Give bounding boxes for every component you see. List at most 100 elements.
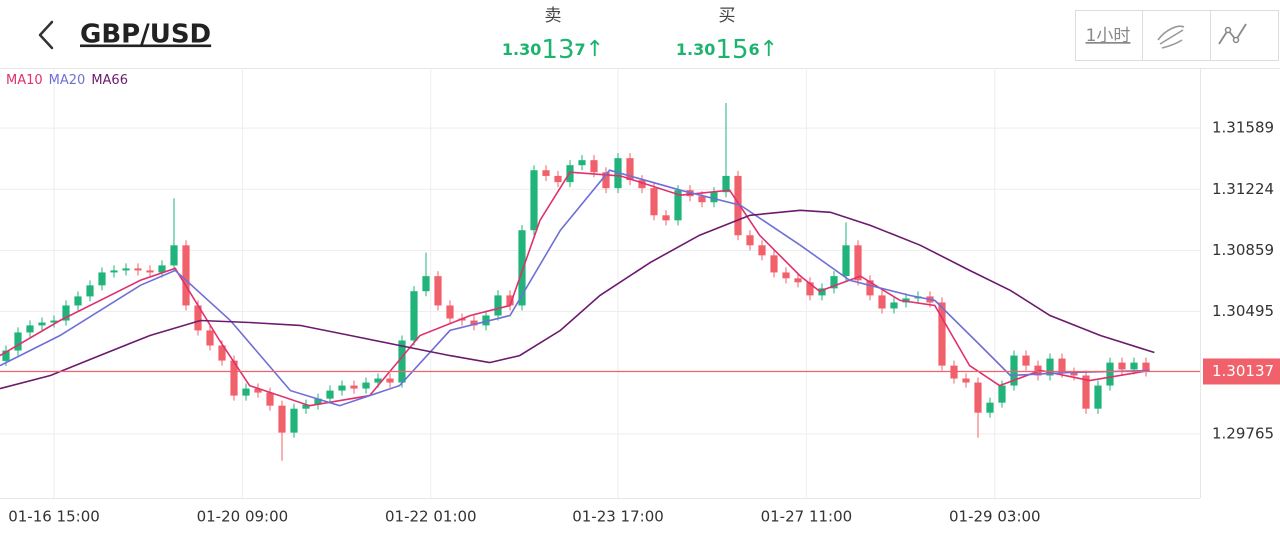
price-arrow: ↑ [760,37,778,62]
sell-label: 卖 [545,6,562,26]
price-part: 15 [715,35,748,65]
indicator-button[interactable] [1218,23,1247,45]
candle-body [554,175,562,183]
candle-body [650,188,658,216]
draw-tool-button[interactable] [1157,25,1185,49]
candle-body [998,385,1006,403]
candle-body [1142,362,1150,372]
candle-body [1082,375,1090,409]
candle-body [842,245,850,277]
price-part: 1.30 [502,40,541,59]
indicator-icon-dot [1232,36,1240,44]
candle-body [890,302,898,309]
interval-button[interactable]: 1小时 [1086,26,1131,46]
candle-body [962,378,970,383]
candle-body [74,296,82,306]
candle-body [1046,358,1054,376]
candle-body [38,322,46,326]
candle-body [326,390,334,399]
price-part: 13 [541,35,574,65]
x-tick-label: 01-23 17:00 [572,508,664,526]
candle-body [254,388,262,393]
buy-price[interactable]: 1.30156↑ [676,35,778,65]
buy-label: 买 [719,6,736,26]
candle-body [938,302,946,366]
price-part: 7 [575,40,586,59]
candle-body [26,325,34,333]
sell-price[interactable]: 1.30137↑ [502,35,604,65]
candle-body [398,340,406,383]
toolbar [1075,10,1279,61]
y-tick-label: 1.31589 [1212,119,1274,137]
candle-body [314,398,322,405]
legend-entry: MA20 [49,73,86,88]
candle-body [386,378,394,383]
candle-body [494,295,502,316]
price-badge [1203,358,1280,385]
ma-line [0,171,1150,407]
candle-body [854,245,862,281]
candle-body [866,280,874,296]
ma-line [0,169,1150,407]
candle-body [518,230,526,306]
x-tick-label: 01-22 01:00 [385,508,477,526]
y-tick-label: 1.30495 [1212,302,1274,320]
candle-body [1118,362,1126,370]
candle-body [14,332,22,351]
back-button[interactable] [38,20,54,50]
price-part: 6 [749,40,760,59]
candle-body [590,160,598,173]
legend: MA10 MA20 MA66 [6,73,128,88]
candle-body [362,382,370,389]
candle-body [218,345,226,361]
candle-body [1094,385,1102,409]
x-tick-label: 01-27 11:00 [761,508,853,526]
y-tick-label: 1.30859 [1212,241,1274,259]
candle-body [86,285,94,297]
candle-body [434,276,442,306]
candle-body [182,245,190,306]
ma-line [0,209,1155,390]
candle-body [530,170,538,231]
candle-body [302,404,310,409]
candle-body [110,270,118,273]
candle-body [638,180,646,189]
candle-body [770,255,778,273]
candle-body [98,272,106,286]
candle-body [2,350,10,361]
price-part: 1.30 [676,40,715,59]
symbol[interactable]: GBP/USD [80,20,211,50]
candle-body [230,360,238,396]
candle-body [242,388,250,396]
price-label: 1.30137 [1212,362,1274,380]
candle-body [746,235,754,246]
plot [0,68,1200,498]
candle-body [482,315,490,326]
candle-body [1070,372,1078,376]
candle-body [578,160,586,166]
candle-body [758,245,766,256]
candle-body [902,298,910,303]
header-bar [0,0,1280,68]
y-tick-label: 1.29765 [1212,424,1274,442]
candle-body [710,192,718,203]
candle-body [158,265,166,273]
candle-body [134,268,142,271]
candle-body [1022,355,1030,366]
candle-body [290,408,298,433]
candle-body [626,158,634,181]
candle-body [470,320,478,326]
candle-body [506,295,514,306]
candle-body [1106,362,1114,386]
candle-body [62,305,70,321]
candle-body [878,295,886,309]
candle-body [794,278,802,283]
candle-body [206,330,214,346]
candle-body [986,402,994,413]
candle-body [338,385,346,391]
legend-entry: MA10 [6,73,43,88]
y-tick-label: 1.31224 [1212,180,1274,198]
candle-body [782,272,790,279]
